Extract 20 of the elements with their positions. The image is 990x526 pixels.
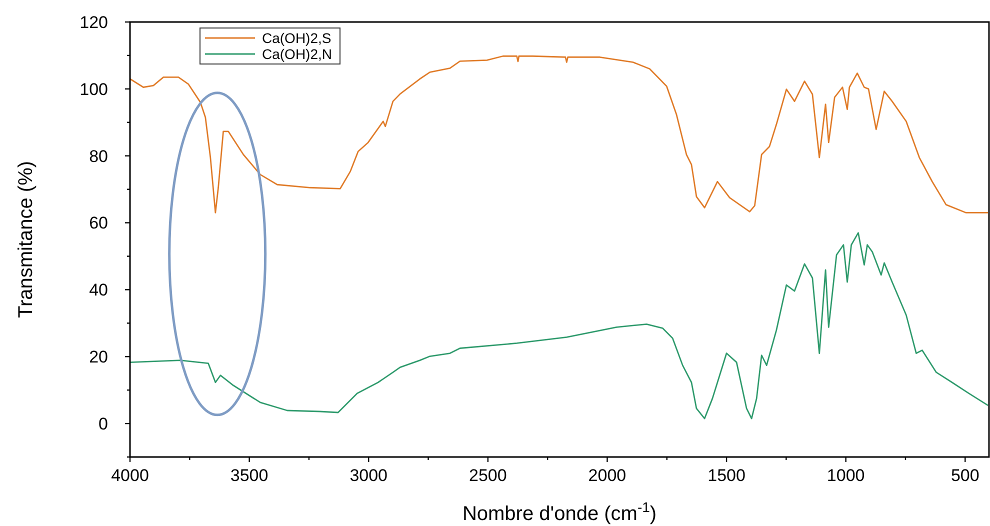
y-tick-label: 60 — [89, 214, 108, 233]
x-tick-label: 2000 — [588, 466, 626, 485]
x-tick-label: 500 — [950, 466, 980, 485]
y-tick-label: 40 — [89, 280, 108, 300]
x-tick-label: 3500 — [230, 466, 268, 485]
y-tick-label: 80 — [89, 146, 108, 166]
y-tick-label: 120 — [80, 12, 108, 32]
y-tick-label: 0 — [98, 414, 108, 434]
y-tick-label: 100 — [80, 80, 108, 99]
x-axis-title: Nombre d'onde (cm$^{-1}$) — [462, 499, 657, 525]
x-tick-label: 1000 — [826, 466, 865, 485]
x-tick-label: 2500 — [469, 466, 507, 485]
x-tick-label: 1500 — [708, 466, 746, 485]
x-tick-label: 4000 — [111, 466, 149, 485]
y-axis-title: Transmitance (%) — [15, 160, 37, 318]
x-tick-label: 3000 — [350, 466, 388, 485]
legend-label: Ca(OH)2,S — [262, 30, 332, 46]
y-tick-label: 20 — [89, 348, 108, 367]
legend-label: Ca(OH)2,N — [262, 46, 332, 62]
line-series — [130, 232, 989, 420]
